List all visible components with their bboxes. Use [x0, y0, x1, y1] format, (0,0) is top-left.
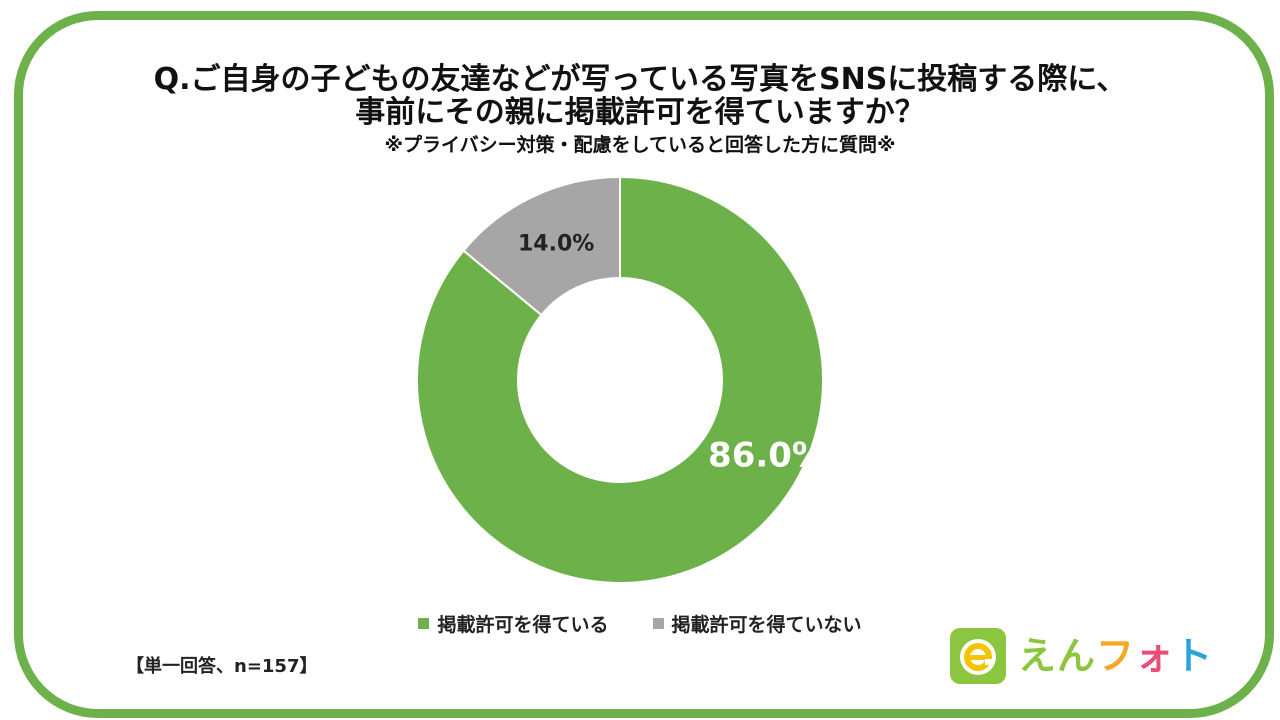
- logo-char-1: え: [1018, 634, 1058, 678]
- slice-got-permission: [416, 175, 824, 584]
- data-label-got-permission: 86.0%: [708, 436, 826, 476]
- legend-swatch-got-permission: [418, 618, 430, 629]
- legend-item-got-permission: 掲載許可を得ている: [418, 610, 609, 637]
- logo-char-2: ん: [1057, 634, 1097, 678]
- logo-char-3: フ: [1096, 634, 1136, 678]
- sample-note: 【単一回答、n=157】: [126, 656, 318, 677]
- data-label-no-permission: 14.0%: [518, 231, 594, 256]
- chart-title-line2: 事前にその親に掲載許可を得ていますか？: [355, 95, 925, 130]
- logo-wordmark: えんフォト: [1018, 637, 1213, 675]
- legend-item-no-permission: 掲載許可を得ていない: [652, 610, 862, 637]
- chart-subtitle: ※プライバシー対策・配慮をしていると回答した方に質問※: [384, 134, 896, 156]
- logo-char-4: ォ: [1135, 634, 1175, 678]
- logo-char-5: ト: [1174, 634, 1214, 678]
- frame-border: [14, 11, 1274, 718]
- logo: えんフォト: [950, 628, 1213, 684]
- chart-title-line1: Q.ご自身の子どもの友達などが写っている写真をSNSに投稿する際に、: [153, 62, 1127, 97]
- legend-label-no-permission: 掲載許可を得ていない: [671, 614, 862, 636]
- camera-logo-icon: [950, 628, 1006, 684]
- donut-chart: 86.0% 14.0%: [416, 175, 826, 584]
- legend-swatch-no-permission: [652, 618, 664, 629]
- slice-no-permission: [462, 175, 621, 317]
- legend-label-got-permission: 掲載許可を得ている: [437, 614, 609, 636]
- legend: 掲載許可を得ている 掲載許可を得ていない: [0, 610, 1280, 637]
